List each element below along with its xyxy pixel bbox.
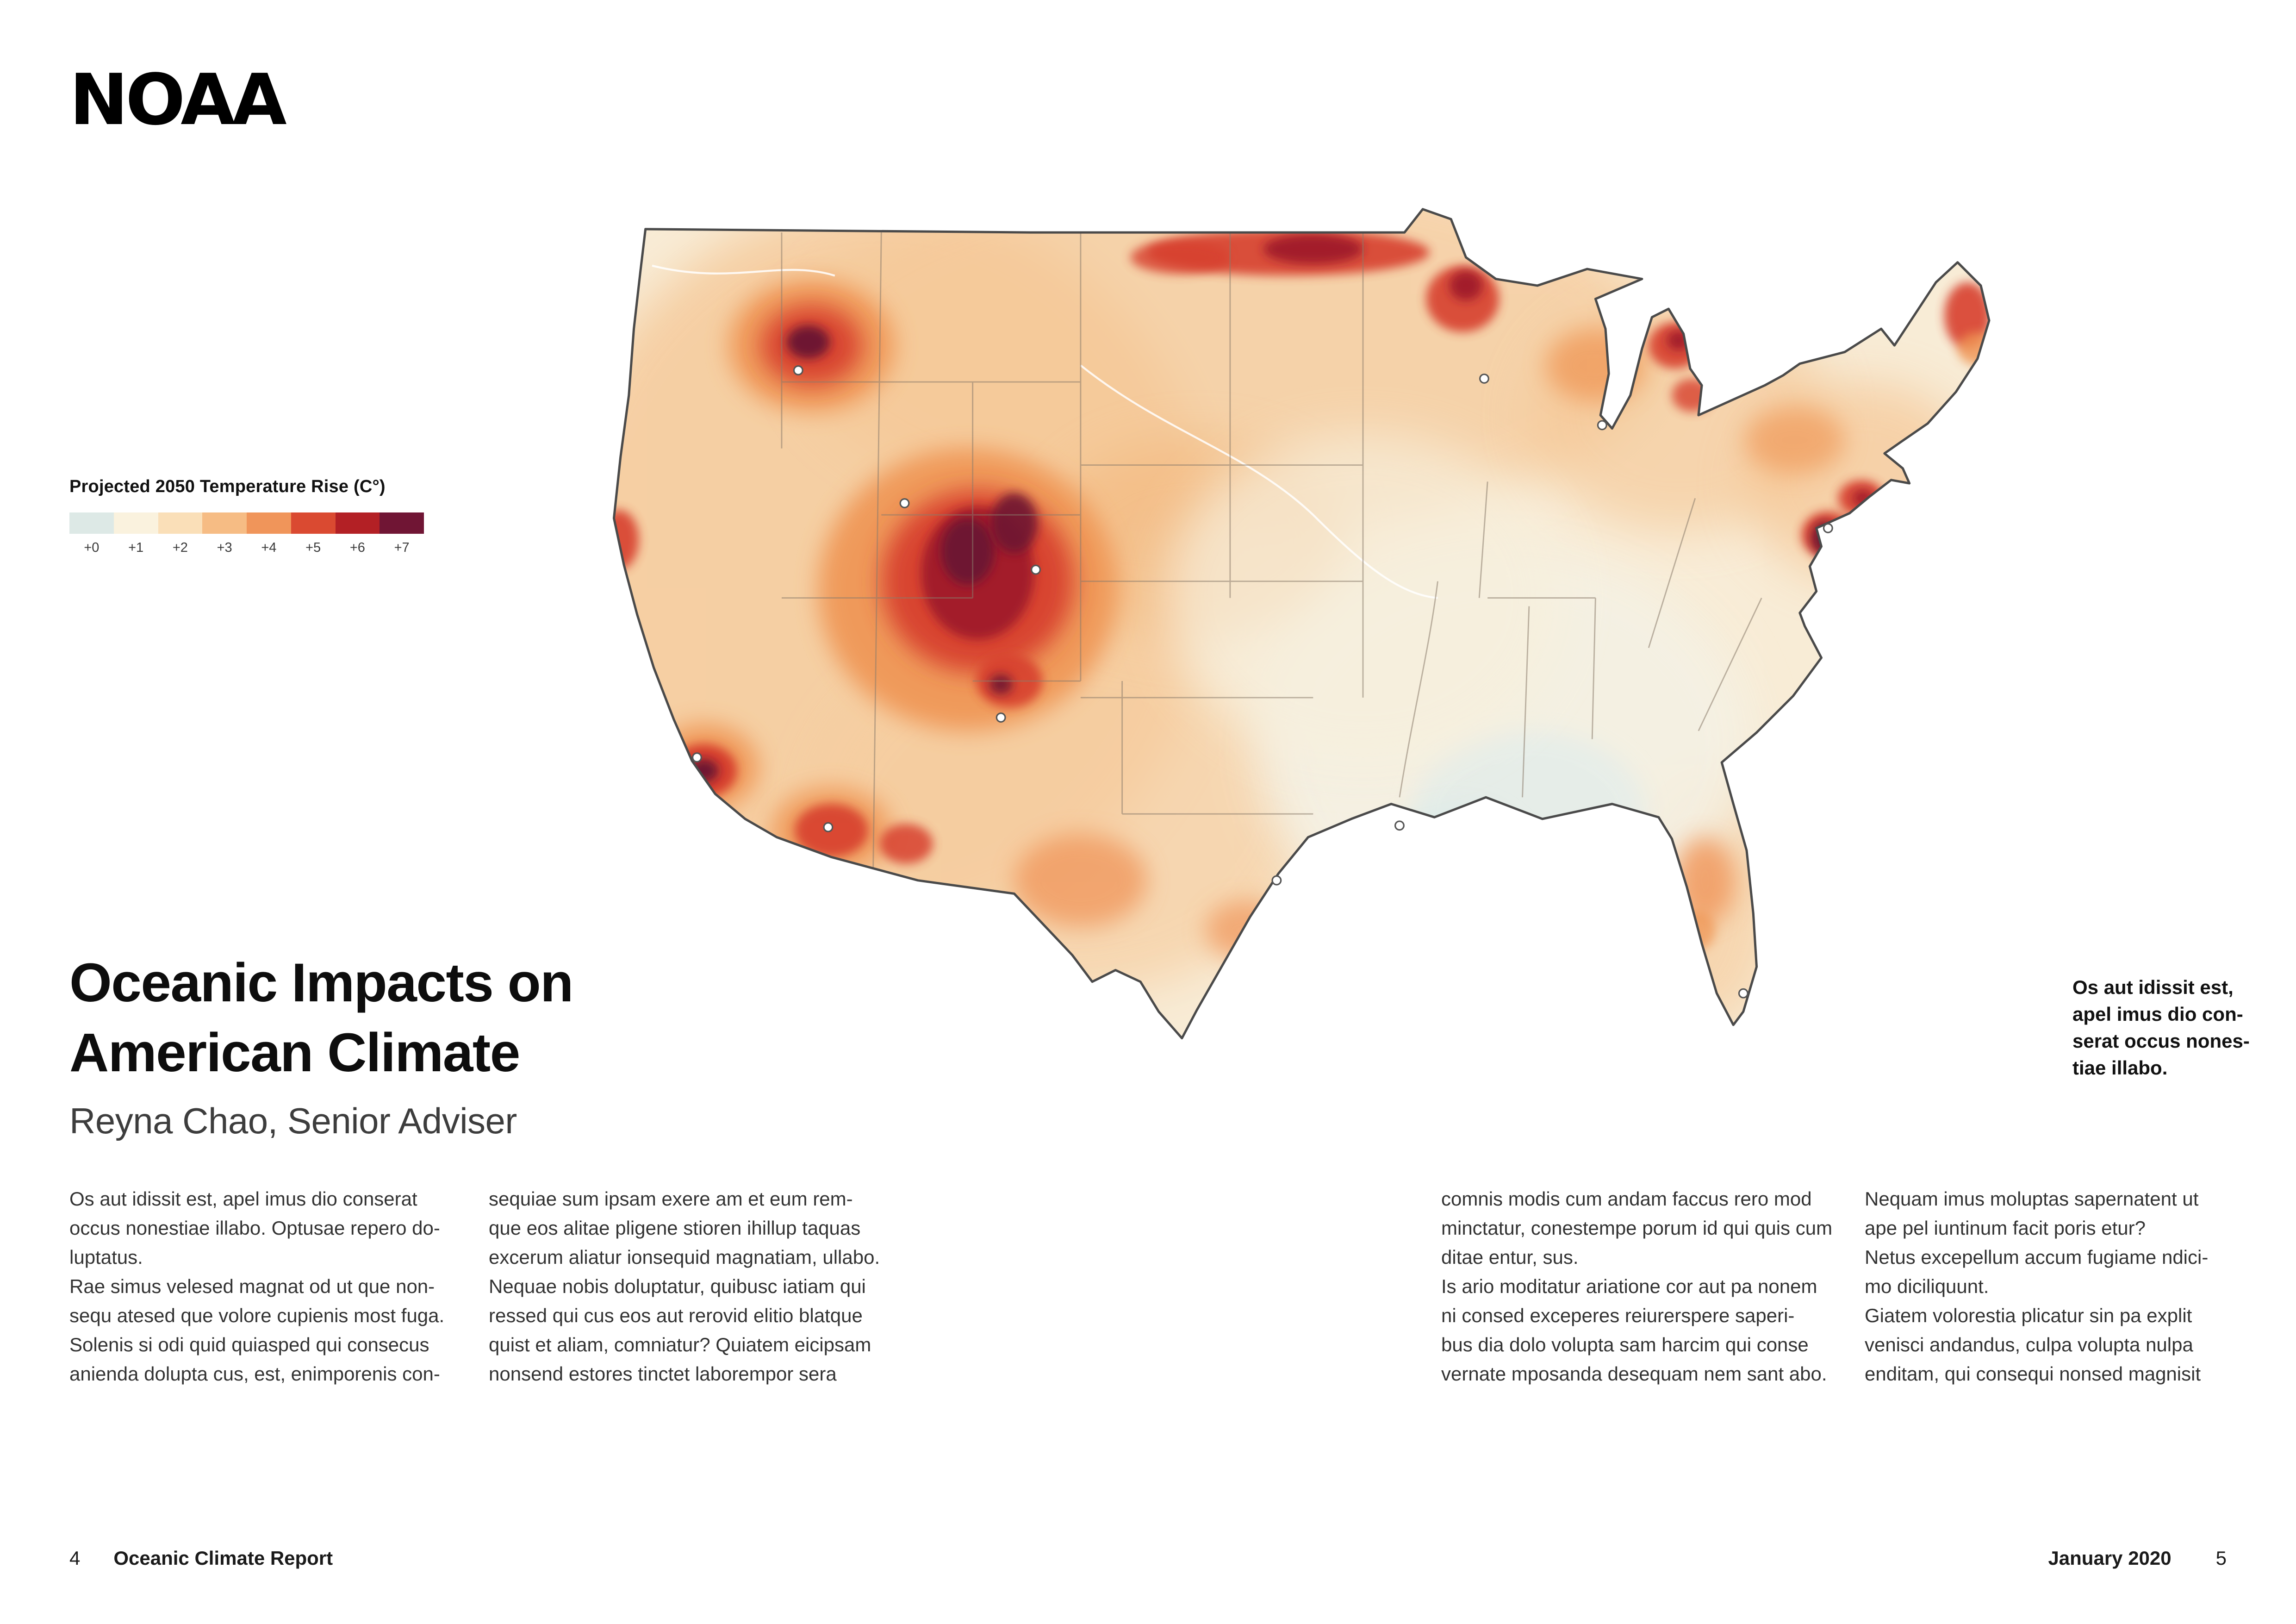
legend-swatch-+3 [202,512,247,534]
body-column-4: Nequam imus moluptas sapernatent ut ape … [1865,1188,2209,1385]
city-markers [691,365,1833,999]
legend-tick-+6: +6 [349,540,365,555]
page-number-left: 4 [69,1547,81,1569]
legend-tick-+2: +2 [172,540,188,555]
footer-right: January 2020 5 [2048,1547,2227,1569]
footer-left: 4 Oceanic Climate Report [69,1547,333,1569]
legend-tick-+7: +7 [394,540,410,555]
legend-title: Projected 2050 Temperature Rise (C°) [69,477,386,496]
legend-tick-+5: +5 [305,540,321,555]
noaa-logo: NOAA [69,59,287,141]
map-caption: Os aut idissit est, apel imus dio con- s… [2072,976,2250,1079]
map-legend: Projected 2050 Temperature Rise (C°) +0 +… [69,477,449,556]
state-boundaries [781,232,1762,881]
body-column-3: comnis modis cum andam faccus rero mod m… [1441,1188,1833,1385]
legend-tick-+3: +3 [217,540,232,555]
legend-swatch-+5 [291,512,336,534]
legend-swatch-+7 [380,512,424,534]
publication-title: Oceanic Climate Report [113,1547,333,1569]
us-temperature-map [532,100,2194,1130]
page-number-right: 5 [2215,1547,2227,1569]
legend-swatch-+4 [247,512,291,534]
river-lines [652,264,1438,599]
headline-line-2: American Climate [69,1022,520,1084]
legend-swatch-+0 [69,512,114,534]
issue-date: January 2020 [2048,1547,2172,1569]
byline: Reyna Chao, Senior Adviser [69,1100,517,1142]
headline-line-1: Oceanic Impacts on [69,952,573,1013]
body-column-2: sequiae sum ipsam exere am et eum rem- q… [489,1188,880,1385]
body-column-1: Os aut idissit est, apel imus dio conser… [69,1188,445,1385]
us-outline [612,208,1991,1040]
legend-swatch-+1 [113,512,158,534]
legend-scale [69,512,424,534]
us-map-svg [612,208,1991,1040]
legend-tick-+0: +0 [84,540,100,555]
legend-swatch-+6 [335,512,380,534]
article-headline: Oceanic Impacts on American Climate Reyn… [69,948,573,1142]
legend-ticks: +0 +1 +2 +3 +4 +5 +6 +7 [69,540,424,556]
legend-tick-+1: +1 [128,540,144,555]
legend-tick-+4: +4 [261,540,277,555]
legend-swatch-+2 [158,512,203,534]
